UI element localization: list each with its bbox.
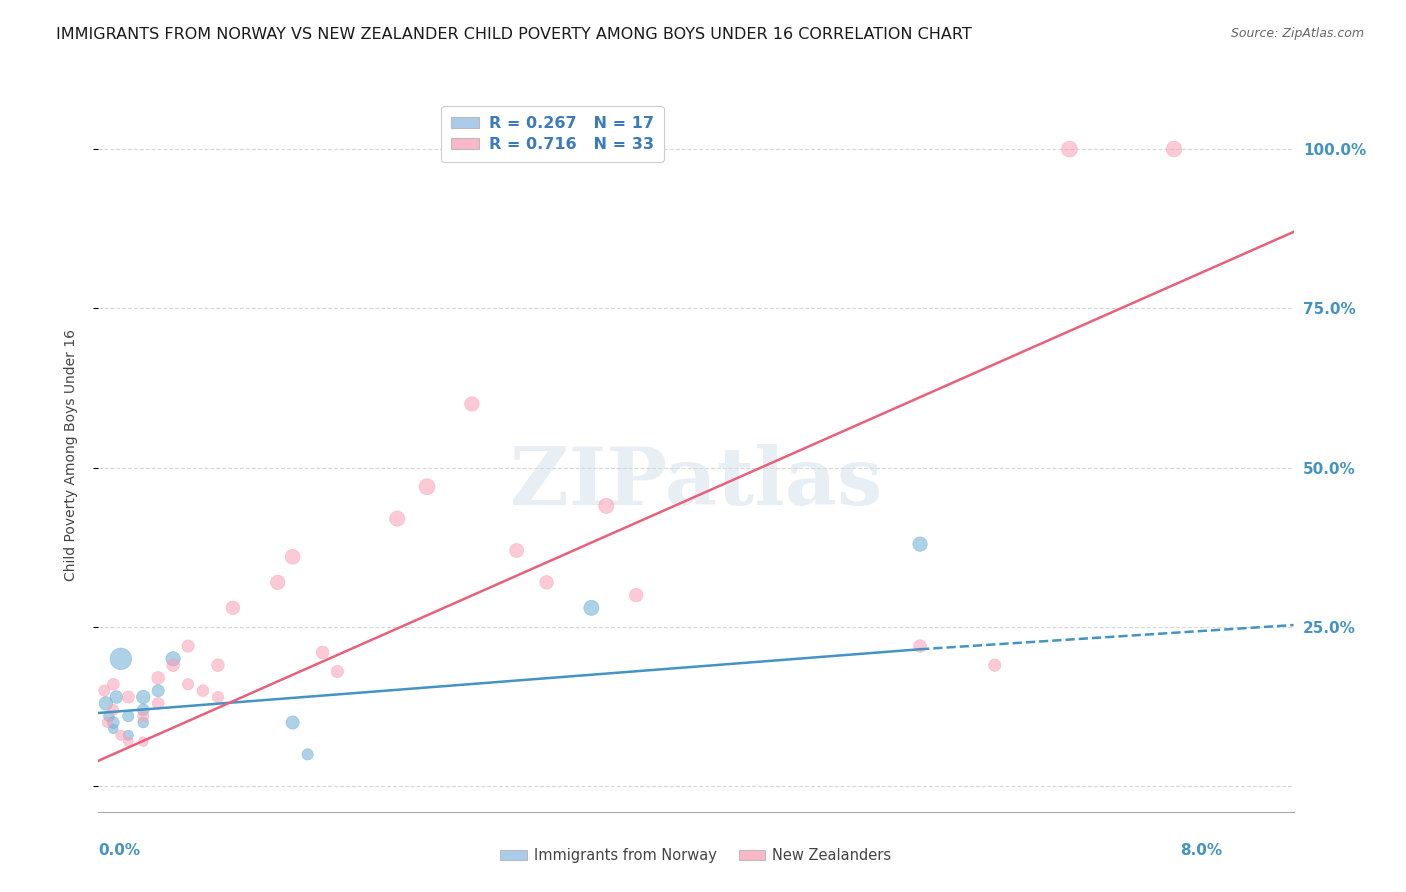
Point [595,499,617,513]
Point [94,697,117,711]
Point [132,734,155,748]
Point [461,397,484,411]
Point [148,683,170,698]
Point [132,703,155,717]
Point [191,683,214,698]
Point [281,549,304,564]
Point [416,480,439,494]
Point [222,600,245,615]
Text: ZIPatlas: ZIPatlas [510,444,882,523]
Point [103,703,125,717]
Point [117,690,139,704]
Point [297,747,319,762]
Point [162,658,184,673]
Legend: Immigrants from Norway, New Zealanders: Immigrants from Norway, New Zealanders [495,842,897,869]
Point [207,658,229,673]
Point [1059,142,1081,156]
Point [96,715,118,730]
Point [908,537,931,551]
Text: 0.0%: 0.0% [98,843,141,858]
Point [385,511,409,525]
Point [97,709,120,723]
Point [908,639,931,653]
Point [177,639,200,653]
Point [117,728,139,742]
Text: Source: ZipAtlas.com: Source: ZipAtlas.com [1230,27,1364,40]
Point [132,709,155,723]
Y-axis label: Child Poverty Among Boys Under 16: Child Poverty Among Boys Under 16 [63,329,77,581]
Point [581,600,603,615]
Point [132,715,155,730]
Point [103,715,125,730]
Point [506,543,529,558]
Point [177,677,200,691]
Point [132,690,155,704]
Point [326,665,349,679]
Point [983,658,1005,673]
Point [110,652,132,666]
Point [148,671,170,685]
Point [162,652,184,666]
Point [536,575,558,590]
Point [1163,142,1185,156]
Point [105,690,128,704]
Point [267,575,290,590]
Point [117,734,139,748]
Point [311,645,333,659]
Point [110,728,132,742]
Point [93,683,115,698]
Point [148,697,170,711]
Point [103,722,125,736]
Point [281,715,304,730]
Point [117,709,139,723]
Text: 8.0%: 8.0% [1180,843,1222,858]
Point [624,588,647,602]
Text: IMMIGRANTS FROM NORWAY VS NEW ZEALANDER CHILD POVERTY AMONG BOYS UNDER 16 CORREL: IMMIGRANTS FROM NORWAY VS NEW ZEALANDER … [56,27,972,42]
Point [103,677,125,691]
Point [207,690,229,704]
